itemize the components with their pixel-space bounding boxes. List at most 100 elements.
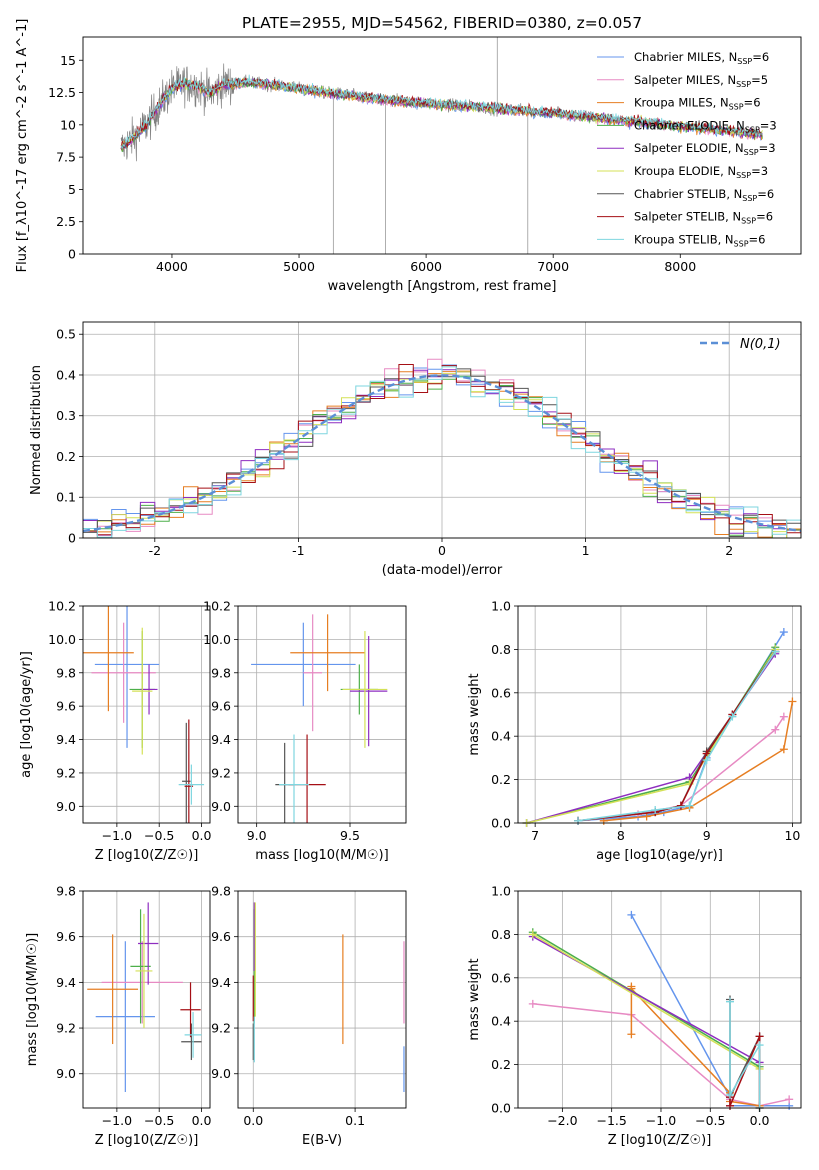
- x-tick-label: 0.0: [243, 1113, 263, 1128]
- chart-title: PLATE=2955, MJD=54562, FIBERID=0380, z=0…: [242, 14, 642, 32]
- y-tick-label: 9.6: [56, 929, 76, 944]
- y-tick-label: 10.0: [48, 632, 76, 647]
- x-tick-label: −2.0: [547, 1113, 577, 1128]
- mass-age-errorbars: [251, 614, 388, 823]
- y-tick-label: 9.0: [211, 799, 231, 814]
- x-tick-label: 7: [531, 828, 539, 843]
- x-tick-label: 0.0: [192, 1113, 212, 1128]
- y-tick-label: 0.1: [56, 490, 76, 505]
- x-axis-label: E(B-V): [302, 1133, 342, 1148]
- line-salpeter-elodie: [526, 653, 776, 824]
- y-tick-label: 9.8: [56, 665, 76, 680]
- y-tick-label: 0.8: [491, 642, 511, 657]
- line-salpeter-elodie: [532, 935, 760, 1064]
- hist-step-kroupa-miles: [83, 370, 801, 538]
- y-tick-label: 0: [68, 531, 76, 546]
- x-tick-label: −1.0: [646, 1113, 676, 1128]
- y-axis-label: Normed distribution: [29, 365, 44, 495]
- y-axis-label: Flux [f_λ10^-17 erg cm^-2 s^-1 A^-1]: [15, 19, 30, 273]
- x-axis-label: (data-model)/error: [382, 563, 503, 578]
- gaussian-reference-line: [83, 374, 801, 533]
- marker-salpeter-miles: [779, 712, 788, 721]
- axes-frame-age-massweight: [517, 605, 802, 824]
- legend-entry: Chabrier STELIB, NSSP=6: [634, 187, 774, 203]
- line-kroupa-stelib: [577, 651, 776, 822]
- marker-chabrier-miles: [779, 628, 788, 637]
- marker-salpeter-miles: [785, 1095, 794, 1104]
- hist-step-chabrier-stelib: [83, 368, 801, 538]
- y-tick-label: 9.0: [211, 1066, 231, 1081]
- marker-kroupa-stelib: [685, 801, 694, 810]
- x-tick-label: 0: [438, 543, 446, 558]
- marker-kroupa-stelib: [771, 647, 780, 656]
- marker-kroupa-stelib: [651, 805, 660, 814]
- marker-kroupa-miles: [642, 812, 651, 821]
- line-salpeter-stelib: [729, 1036, 761, 1108]
- y-tick-label: 9.4: [211, 732, 231, 747]
- line-chabrier-elodie: [526, 646, 776, 824]
- age-massweight-lines: [522, 628, 797, 827]
- x-tick-label: -1: [292, 543, 304, 558]
- y-tick-label: 0.4: [56, 367, 76, 382]
- x-axis-label: age [log10(age/yr)]: [596, 848, 723, 863]
- x-axis-label: Z [log10(Z/Z☉)]: [608, 1133, 712, 1148]
- y-tick-label: 0.0: [491, 816, 511, 831]
- marker-kroupa-stelib: [728, 712, 737, 721]
- marker-salpeter-stelib: [755, 1032, 764, 1041]
- y-tick-label: 1.0: [491, 599, 511, 614]
- y-tick-label: 9.6: [56, 699, 76, 714]
- marker-salpeter-stelib: [726, 1101, 735, 1110]
- x-tick-label: 9: [703, 828, 711, 843]
- y-tick-label: 0.3: [56, 408, 76, 423]
- x-tick-label: 9.0: [247, 828, 267, 843]
- hist-step-salpeter-miles: [83, 358, 801, 538]
- x-axis-label: wavelength [Angstrom, rest frame]: [328, 279, 557, 294]
- hist-step-salpeter-stelib: [83, 364, 801, 536]
- x-axis-label: Z [log10(Z/Z☉)]: [95, 1133, 199, 1148]
- y-tick-label: 9.4: [56, 732, 76, 747]
- x-tick-label: −1.0: [102, 828, 132, 843]
- y-tick-label: 7.5: [56, 150, 76, 165]
- y-tick-label: 15: [60, 53, 76, 68]
- residual-hist: [83, 358, 801, 538]
- y-tick-label: 0.4: [491, 729, 511, 744]
- y-axis-label: mass [log10(M/M☉)]: [25, 933, 40, 1066]
- legend-entry: Kroupa MILES, NSSP=6: [634, 96, 761, 112]
- x-tick-label: 0.0: [192, 828, 212, 843]
- x-axis-label: Z [log10(Z/Z☉)]: [95, 848, 199, 863]
- x-tick-label: 8000: [664, 259, 696, 274]
- y-tick-label: 0.6: [491, 970, 511, 985]
- x-tick-label: 1: [582, 543, 590, 558]
- y-tick-label: 0: [68, 247, 76, 262]
- y-tick-label: 10.2: [203, 599, 231, 614]
- y-tick-label: 9.8: [56, 884, 76, 899]
- y-tick-label: 0.0: [491, 1101, 511, 1116]
- line-kroupa-miles: [630, 986, 760, 1107]
- y-tick-label: 9.2: [211, 1021, 231, 1036]
- x-tick-label: 9.5: [340, 828, 360, 843]
- model-spectrum-kroupa-stelib: [120, 74, 763, 150]
- y-tick-label: 9.0: [56, 799, 76, 814]
- marker-kroupa-stelib: [726, 997, 735, 1006]
- y-tick-label: 0.2: [491, 772, 511, 787]
- line-kroupa-stelib: [729, 1001, 761, 1108]
- x-tick-label: −0.5: [144, 828, 174, 843]
- marker-kroupa-miles: [788, 697, 797, 706]
- axes-frame-z-massweight: [517, 890, 802, 1109]
- legend-entry: Chabrier MILES, NSSP=6: [634, 50, 769, 66]
- axes-frame-mass-age: [237, 605, 407, 824]
- x-tick-label: −0.5: [144, 1113, 174, 1128]
- y-tick-label: 9.6: [211, 929, 231, 944]
- marker-salpeter-miles: [771, 725, 780, 734]
- legend-entry: Kroupa STELIB, NSSP=6: [634, 232, 766, 248]
- line-salpeter-stelib: [577, 651, 776, 822]
- legend-entry: Salpeter STELIB, NSSP=6: [634, 210, 773, 226]
- y-tick-label: 1.0: [491, 884, 511, 899]
- legend-entry: Kroupa ELODIE, NSSP=3: [634, 164, 768, 180]
- y-axis-label: mass weight: [467, 673, 482, 755]
- legend-entry: Chabrier ELODIE, NSSP=3: [634, 118, 777, 134]
- y-tick-label: 10.2: [48, 599, 76, 614]
- axes-frame-spectrum: [82, 36, 802, 255]
- y-tick-label: 0.8: [491, 927, 511, 942]
